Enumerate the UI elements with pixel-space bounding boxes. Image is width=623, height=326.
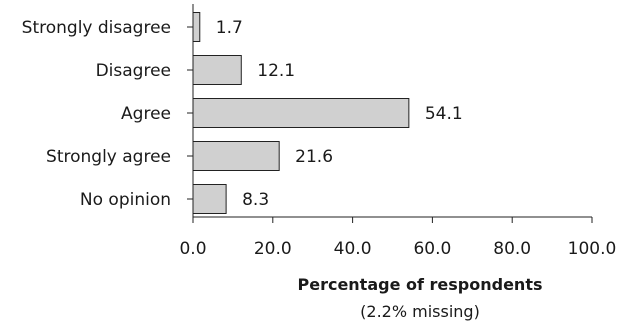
- x-tick-label: 80.0: [493, 239, 531, 259]
- x-tick-label: 60.0: [413, 239, 451, 259]
- value-label: 12.1: [257, 61, 295, 81]
- bar: [192, 141, 280, 171]
- category-label: No opinion: [80, 190, 171, 210]
- bar: [192, 12, 201, 42]
- axes: [187, 4, 592, 218]
- bar: [192, 55, 242, 85]
- x-axis-title: Percentage of respondents: [297, 275, 542, 294]
- bar: [192, 98, 410, 128]
- value-label: 8.3: [242, 190, 269, 210]
- x-tick-label: 40.0: [334, 239, 372, 259]
- x-tick-label: 100.0: [568, 239, 617, 259]
- bar: [192, 184, 227, 214]
- category-label: Disagree: [96, 61, 171, 81]
- x-tick-label: 20.0: [254, 239, 292, 259]
- category-label: Strongly disagree: [22, 18, 171, 38]
- category-labels: Strongly disagree Disagree Agree Strongly a…: [22, 18, 171, 210]
- x-ticks: 0.0 20.0 40.0 60.0 80.0 100.0: [179, 217, 616, 259]
- x-axis-note: (2.2% missing): [360, 302, 480, 321]
- category-label: Agree: [121, 104, 171, 124]
- category-label: Strongly agree: [46, 147, 171, 167]
- value-labels: 1.7 12.1 54.1 21.6 8.3: [216, 18, 463, 210]
- bar-group: [192, 12, 410, 214]
- value-label: 54.1: [425, 104, 463, 124]
- value-label: 1.7: [216, 18, 243, 38]
- value-label: 21.6: [295, 147, 333, 167]
- x-tick-label: 0.0: [179, 239, 206, 259]
